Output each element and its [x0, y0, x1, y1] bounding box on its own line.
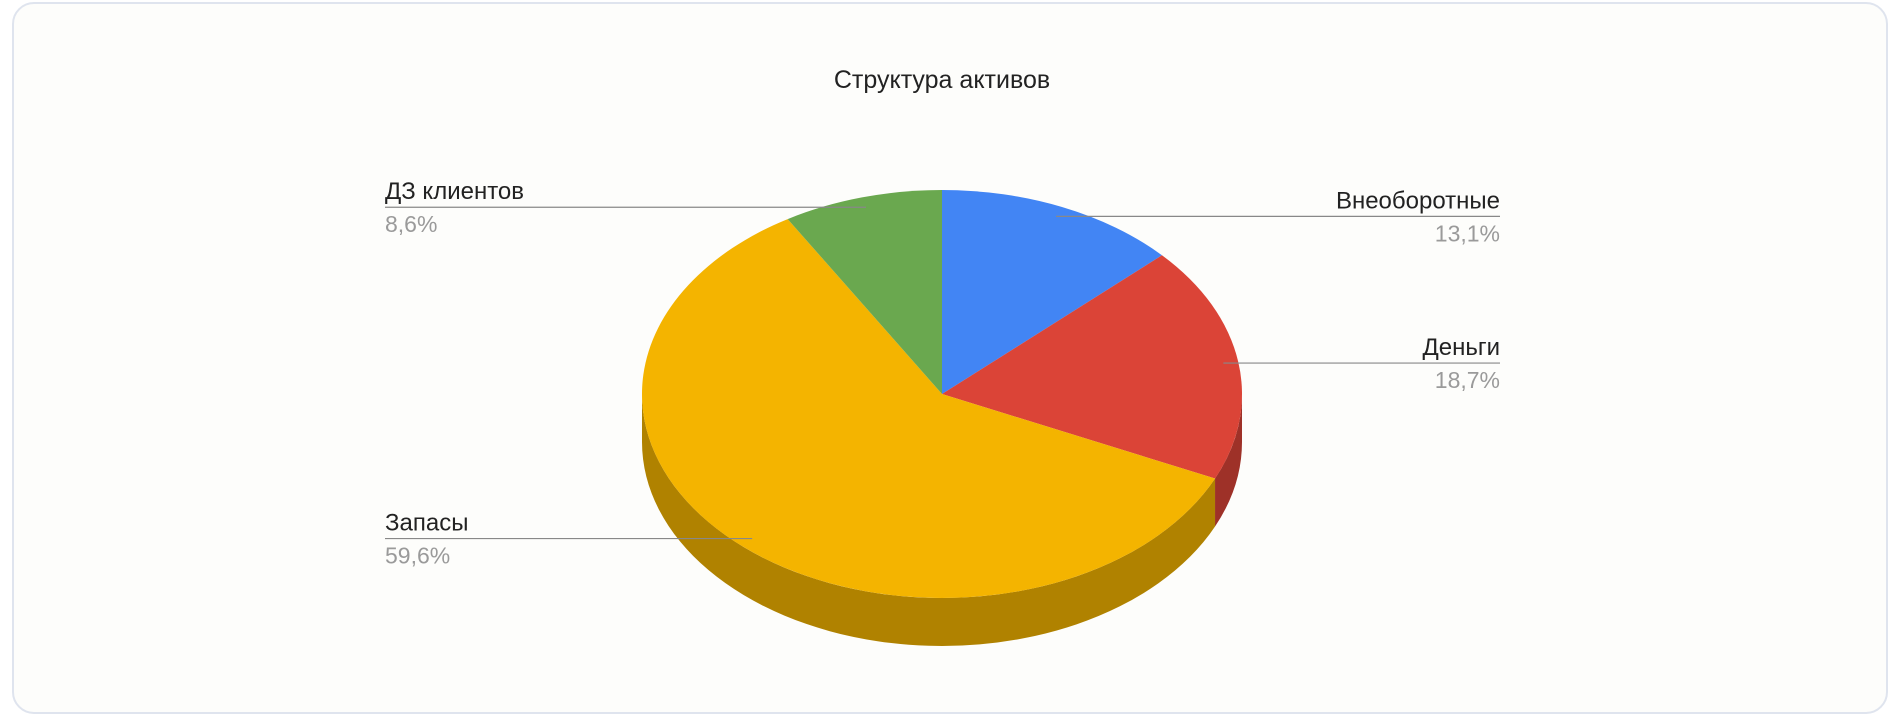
slice-value-label: 59,6% — [385, 543, 450, 569]
slice-label: Внеоборотные — [1336, 187, 1500, 214]
slice — [642, 219, 1216, 598]
slice — [787, 190, 942, 394]
slice — [942, 190, 1162, 394]
slice-label: Деньги — [1422, 334, 1500, 361]
chart-title: Структура активов — [834, 66, 1050, 94]
slice-side — [642, 394, 1216, 646]
slice-value-label: 13,1% — [1435, 220, 1500, 246]
slice-value-label: 18,7% — [1435, 367, 1500, 393]
slice-label: ДЗ клиентов — [385, 178, 524, 205]
slice — [942, 255, 1242, 479]
slice-label: Запасы — [385, 510, 468, 537]
slice-value-label: 8,6% — [385, 211, 437, 237]
slice-side — [1215, 394, 1242, 527]
